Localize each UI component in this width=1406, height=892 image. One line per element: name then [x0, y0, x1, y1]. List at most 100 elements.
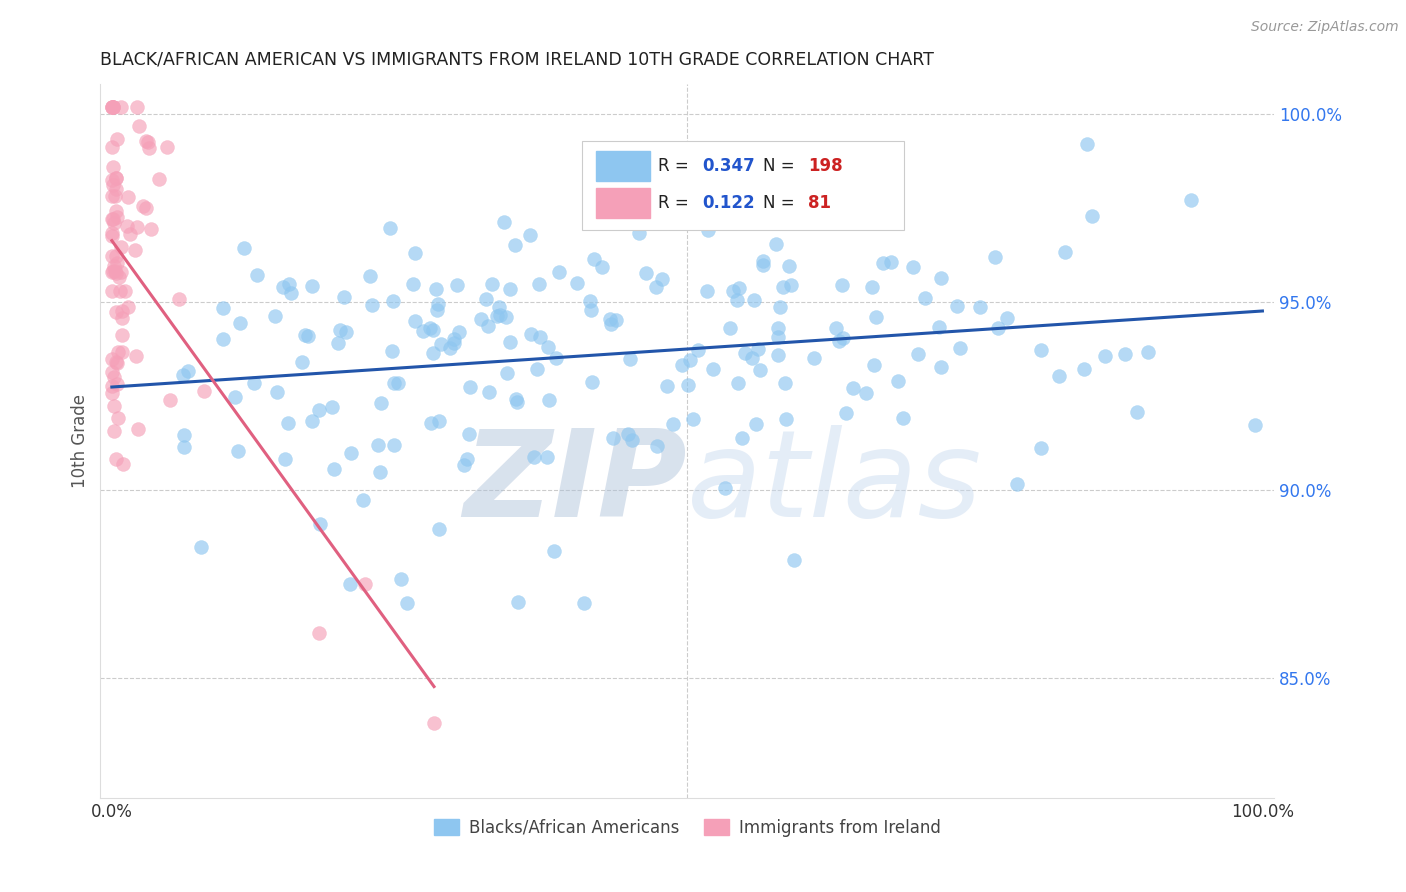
Point — [803, 351, 825, 365]
Point — [619, 352, 641, 367]
Point — [321, 400, 343, 414]
Point — [1126, 405, 1149, 419]
Point — [367, 438, 389, 452]
FancyBboxPatch shape — [596, 152, 650, 181]
Point — [105, 210, 128, 224]
Point — [520, 326, 543, 341]
Point — [526, 362, 548, 376]
Point — [602, 431, 624, 445]
Point — [101, 228, 124, 243]
Point — [832, 331, 855, 345]
Point — [537, 340, 560, 354]
Point — [101, 100, 124, 114]
Point — [1029, 343, 1052, 357]
Point — [101, 100, 124, 114]
Point — [486, 309, 509, 323]
FancyBboxPatch shape — [596, 188, 650, 219]
Point — [352, 493, 374, 508]
Point — [523, 450, 546, 465]
Point — [172, 368, 194, 382]
Point — [297, 329, 319, 343]
Point — [565, 276, 588, 290]
Point — [277, 277, 299, 292]
Point — [453, 458, 475, 472]
Point — [686, 343, 709, 357]
Point — [734, 345, 756, 359]
Point — [384, 438, 406, 452]
Point — [745, 417, 768, 431]
Point — [387, 376, 409, 390]
Point — [359, 269, 381, 284]
Legend: Blacks/African Americans, Immigrants from Ireland: Blacks/African Americans, Immigrants fro… — [427, 812, 948, 843]
Point — [503, 238, 526, 252]
Point — [835, 406, 858, 420]
Point — [766, 321, 789, 335]
Point — [627, 227, 650, 241]
Point — [537, 392, 560, 407]
Point — [101, 212, 124, 227]
Point — [404, 246, 426, 260]
Point — [173, 427, 195, 442]
Point — [880, 255, 903, 269]
Point — [389, 573, 412, 587]
Point — [679, 353, 702, 368]
Point — [543, 544, 565, 558]
Point — [430, 336, 453, 351]
Point — [506, 394, 529, 409]
Point — [104, 204, 127, 219]
Point — [772, 280, 794, 294]
Point — [332, 290, 354, 304]
Point — [481, 277, 503, 291]
Point — [101, 100, 124, 114]
Point — [949, 341, 972, 355]
Point — [110, 240, 132, 254]
Point — [380, 220, 402, 235]
Point — [499, 282, 522, 296]
Point — [370, 465, 392, 479]
Point — [579, 293, 602, 308]
Point — [492, 215, 515, 229]
Point — [443, 332, 465, 346]
Y-axis label: 10th Grade: 10th Grade — [72, 394, 89, 488]
Point — [329, 323, 352, 337]
Text: 0.347: 0.347 — [703, 157, 755, 175]
Point — [101, 140, 124, 154]
Point — [702, 361, 724, 376]
Point — [865, 310, 887, 325]
Point — [1005, 477, 1028, 491]
Point — [101, 365, 124, 379]
Text: 0.122: 0.122 — [703, 194, 755, 212]
Point — [692, 186, 714, 201]
Point — [600, 317, 623, 331]
Point — [599, 312, 621, 326]
Point — [107, 270, 129, 285]
Point — [308, 403, 330, 417]
Point — [634, 266, 657, 280]
Point — [495, 310, 517, 325]
Point — [105, 182, 128, 196]
Point — [427, 522, 450, 536]
Point — [243, 376, 266, 390]
Point — [727, 376, 749, 390]
Point — [107, 410, 129, 425]
Point — [322, 462, 344, 476]
Point — [101, 379, 124, 393]
Text: 198: 198 — [808, 157, 842, 175]
Point — [159, 393, 181, 408]
Point — [103, 161, 125, 175]
Point — [458, 427, 481, 442]
Point — [115, 219, 138, 234]
Point — [901, 260, 924, 274]
Point — [456, 451, 478, 466]
Point — [101, 264, 124, 278]
Point — [277, 416, 299, 430]
Point — [169, 292, 191, 306]
Point — [108, 284, 131, 298]
Point — [419, 320, 441, 334]
Point — [1047, 369, 1070, 384]
Point — [404, 313, 426, 327]
Point — [695, 284, 717, 298]
Point — [110, 265, 132, 279]
Point — [529, 330, 551, 344]
Point — [125, 219, 148, 234]
